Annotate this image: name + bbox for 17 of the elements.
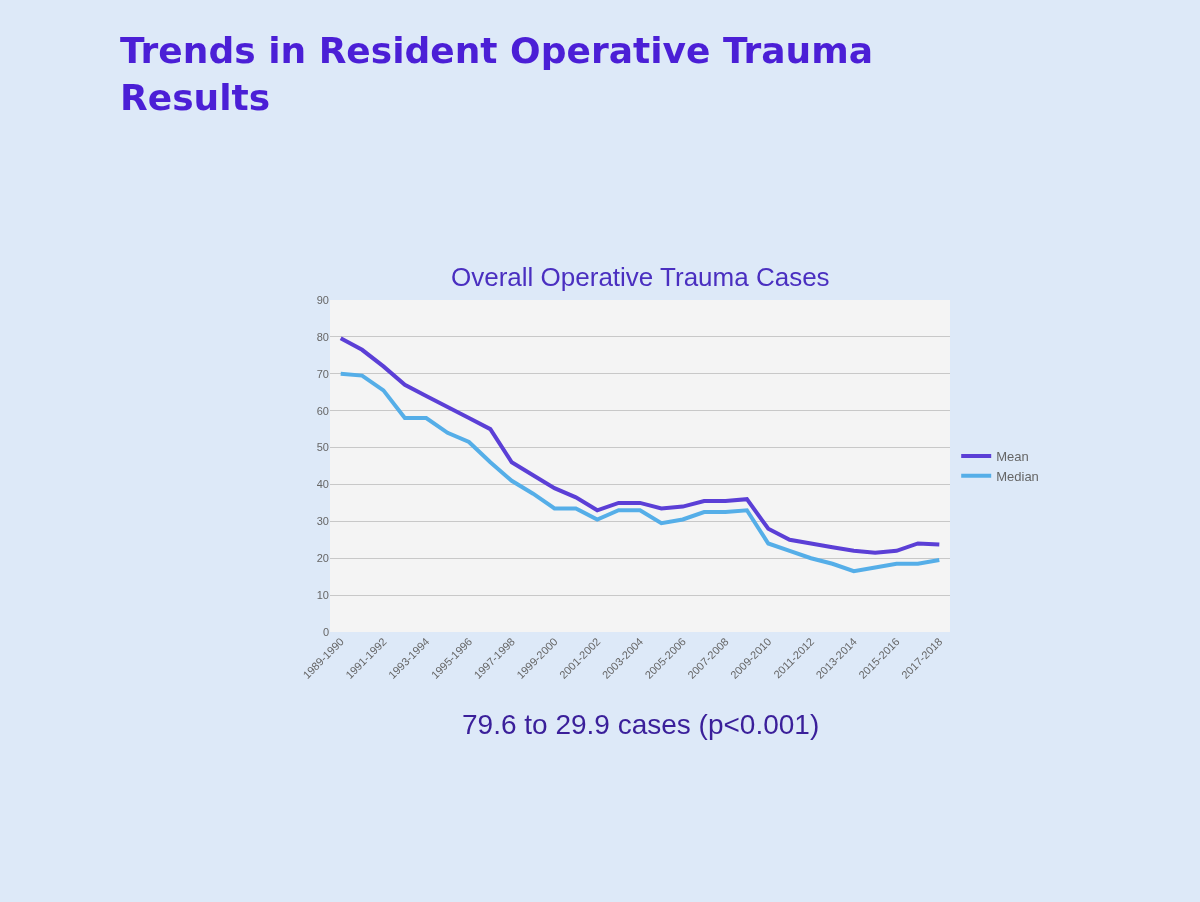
text: 79.6 to 29.9 cases (p<0.001) xyxy=(462,709,820,740)
y-tick-label: 30 xyxy=(316,515,329,528)
legend-label: Median xyxy=(996,468,1039,484)
y-tick-label: 60 xyxy=(316,404,329,417)
y-tick-label: 10 xyxy=(316,588,329,601)
y-tick-label: 80 xyxy=(316,330,329,343)
chart-subtitle: Overall Operative Trauma Cases xyxy=(451,262,830,292)
line-series xyxy=(338,371,942,574)
y-tick-label: 0 xyxy=(322,625,329,638)
y-tick-label: 50 xyxy=(316,441,329,454)
y-tick-label: 70 xyxy=(316,367,329,380)
y-tick-label: 20 xyxy=(316,552,329,565)
y-tick-label: 40 xyxy=(316,478,329,491)
chart-title: Trends in Resident Operative Trauma Results xyxy=(120,30,873,118)
legend-label: Mean xyxy=(996,449,1029,465)
line-series xyxy=(338,336,942,555)
y-tick-label: 90 xyxy=(316,293,329,306)
